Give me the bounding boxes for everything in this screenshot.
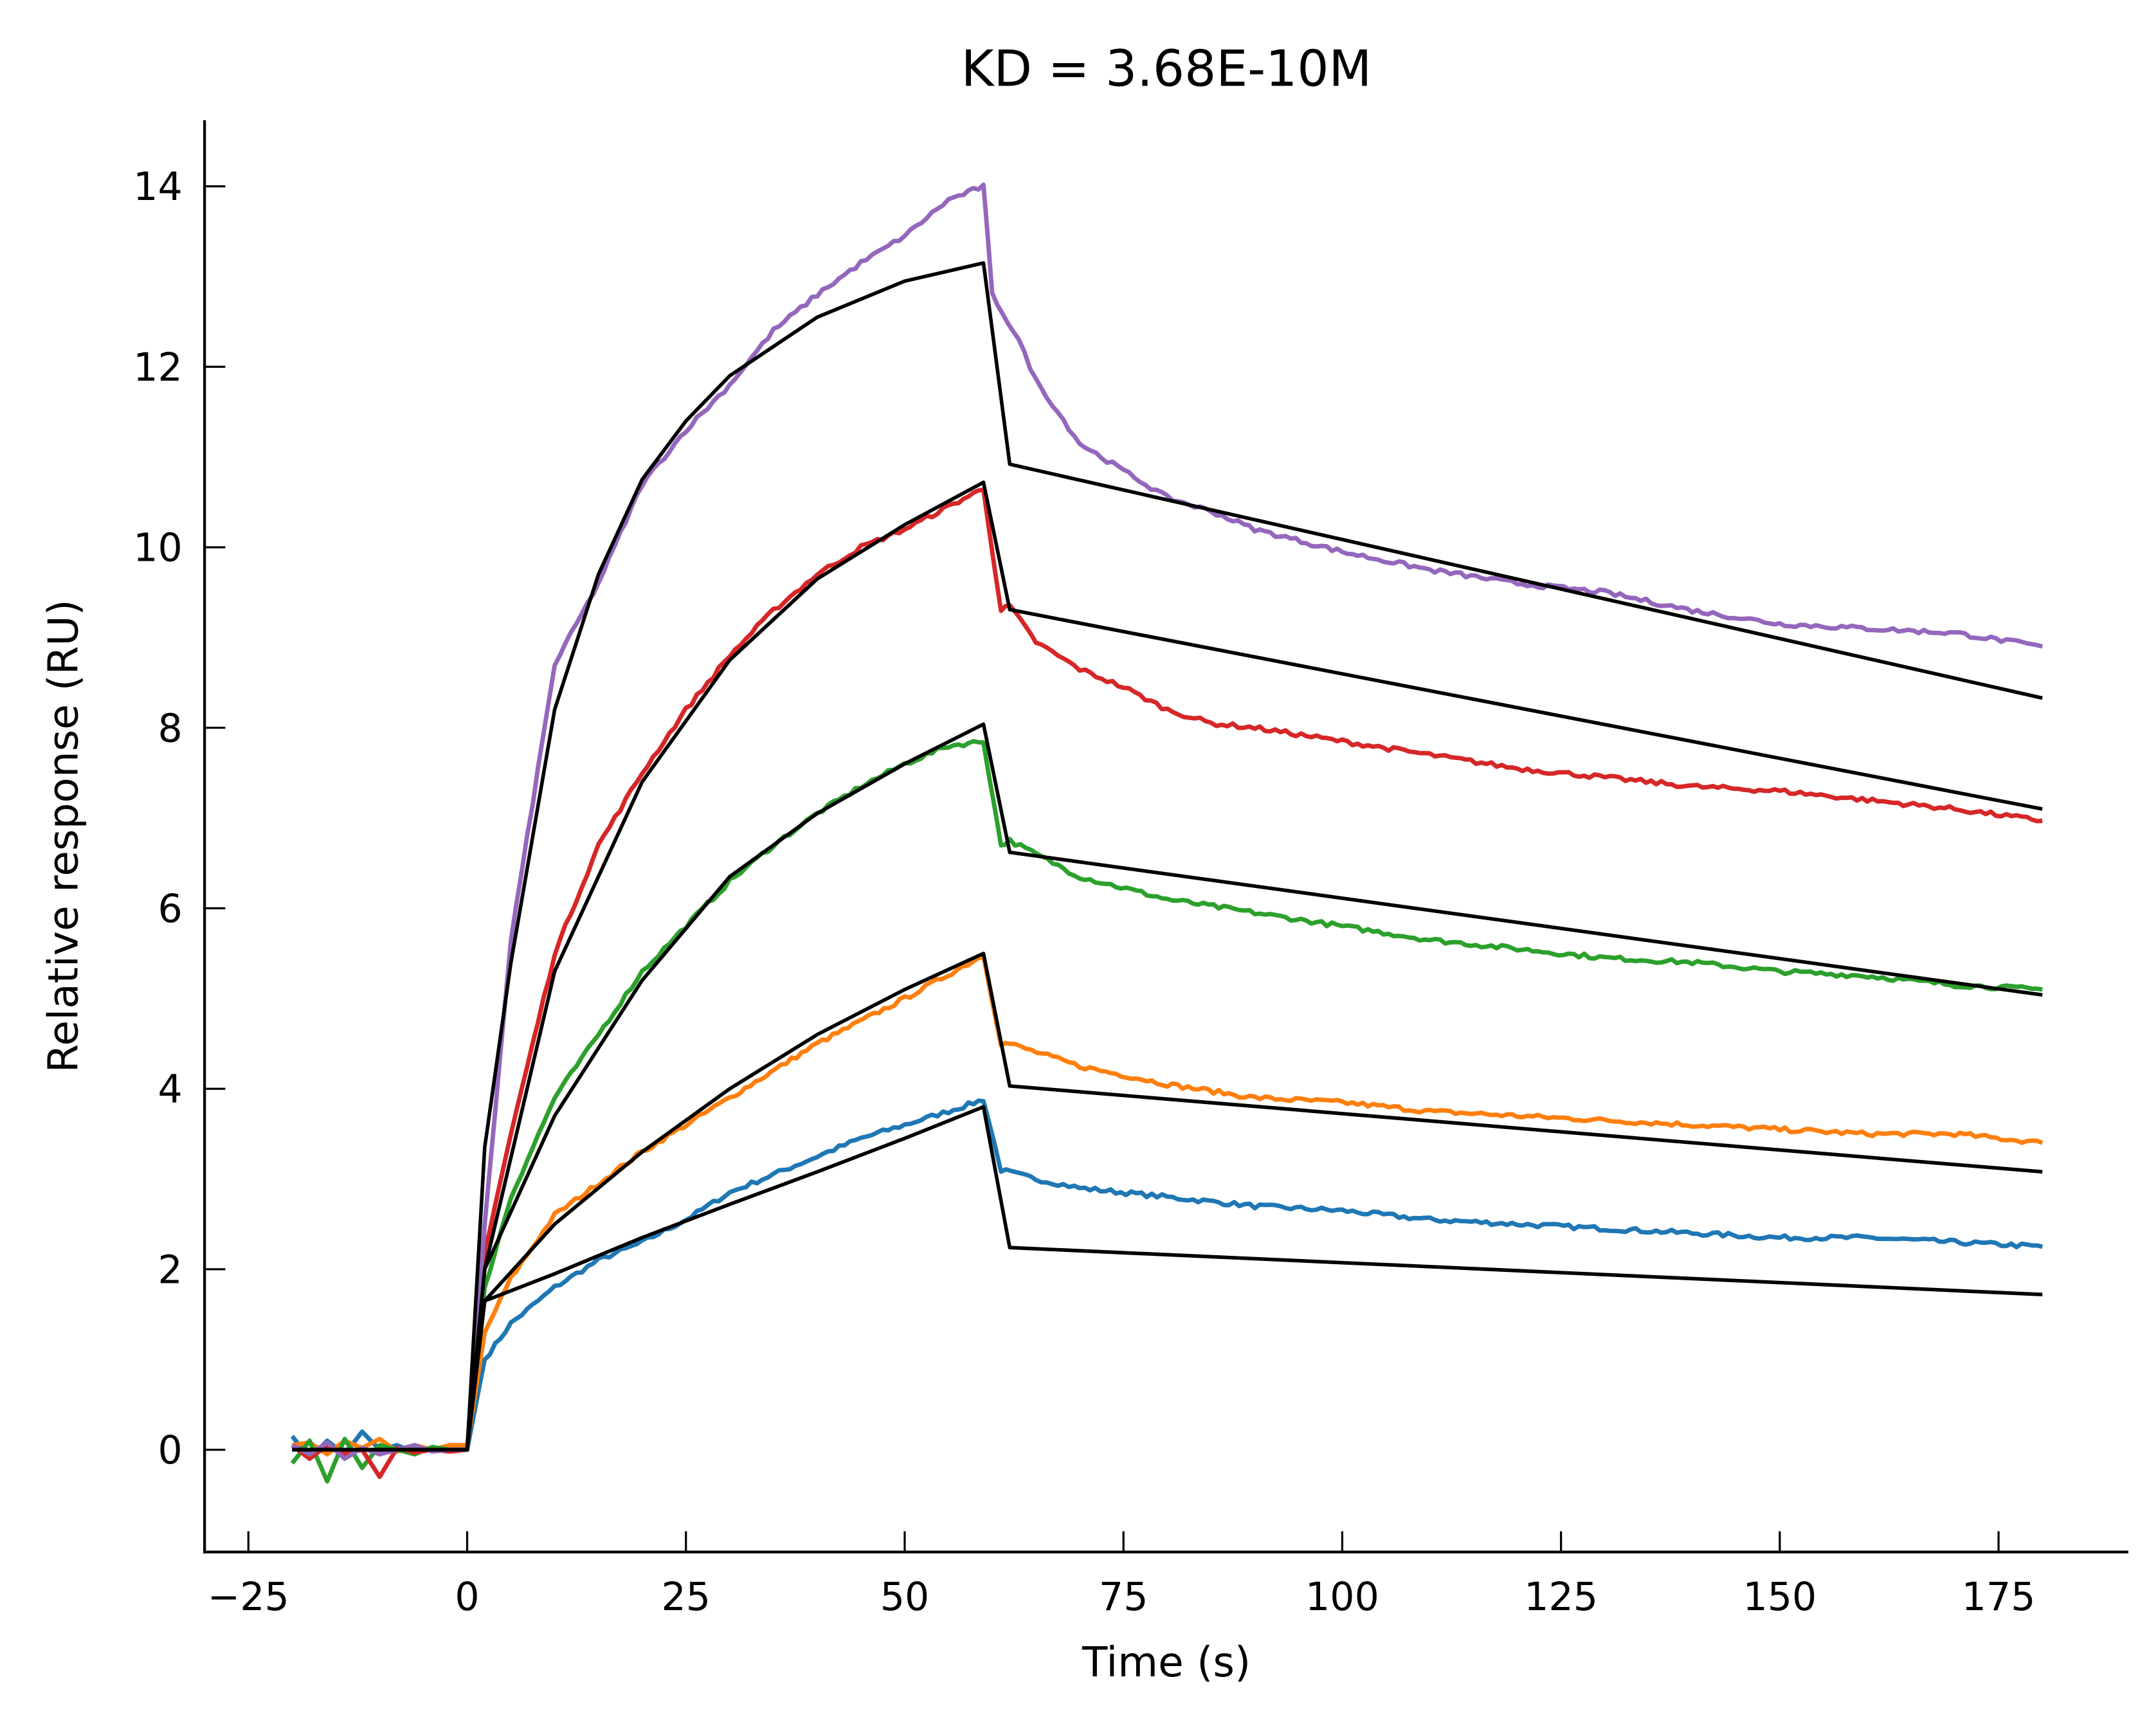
y-tick-label: 12 <box>133 345 183 390</box>
x-tick-label: 50 <box>880 1575 930 1620</box>
x-tick-label: −25 <box>208 1575 289 1620</box>
x-tick-label: 175 <box>1962 1575 2036 1620</box>
fit-curve-blue <box>292 1105 2043 1452</box>
y-tick-label: 14 <box>133 165 183 210</box>
y-axis-label: Relative response (RU) <box>39 599 87 1073</box>
data-trace-red <box>291 487 2043 1480</box>
x-axis-label: Time (s) <box>1082 1638 1251 1687</box>
y-tick-label: 4 <box>158 1067 182 1112</box>
x-tick-label: 100 <box>1305 1575 1379 1620</box>
fit-curve-red <box>292 480 2043 1452</box>
y-tick-label: 10 <box>133 526 183 571</box>
y-ticks: 0 2 4 6 8 10 12 14 <box>133 165 226 1473</box>
fit-curve-orange <box>292 951 2043 1452</box>
data-trace-purple <box>291 182 2043 1462</box>
x-tick-label: 75 <box>1099 1575 1148 1620</box>
fit-curve-purple <box>292 261 2043 1452</box>
y-tick-label: 0 <box>158 1428 182 1473</box>
data-trace-green <box>290 739 2043 1484</box>
data-trace-blue <box>290 1098 2043 1462</box>
y-tick-label: 6 <box>158 887 182 932</box>
data-trace-orange <box>291 954 2043 1457</box>
plot-lines <box>290 182 2043 1484</box>
x-tick-label: 150 <box>1743 1575 1816 1620</box>
y-tick-label: 8 <box>158 706 182 751</box>
x-tick-label: 0 <box>455 1575 479 1620</box>
y-tick-label: 2 <box>158 1247 182 1292</box>
x-tick-label: 25 <box>661 1575 711 1620</box>
x-ticks: −25 0 25 50 75 100 125 150 175 <box>208 1531 2036 1620</box>
chart-title: KD = 3.68E-10M <box>961 40 1372 98</box>
x-tick-label: 125 <box>1524 1575 1598 1620</box>
